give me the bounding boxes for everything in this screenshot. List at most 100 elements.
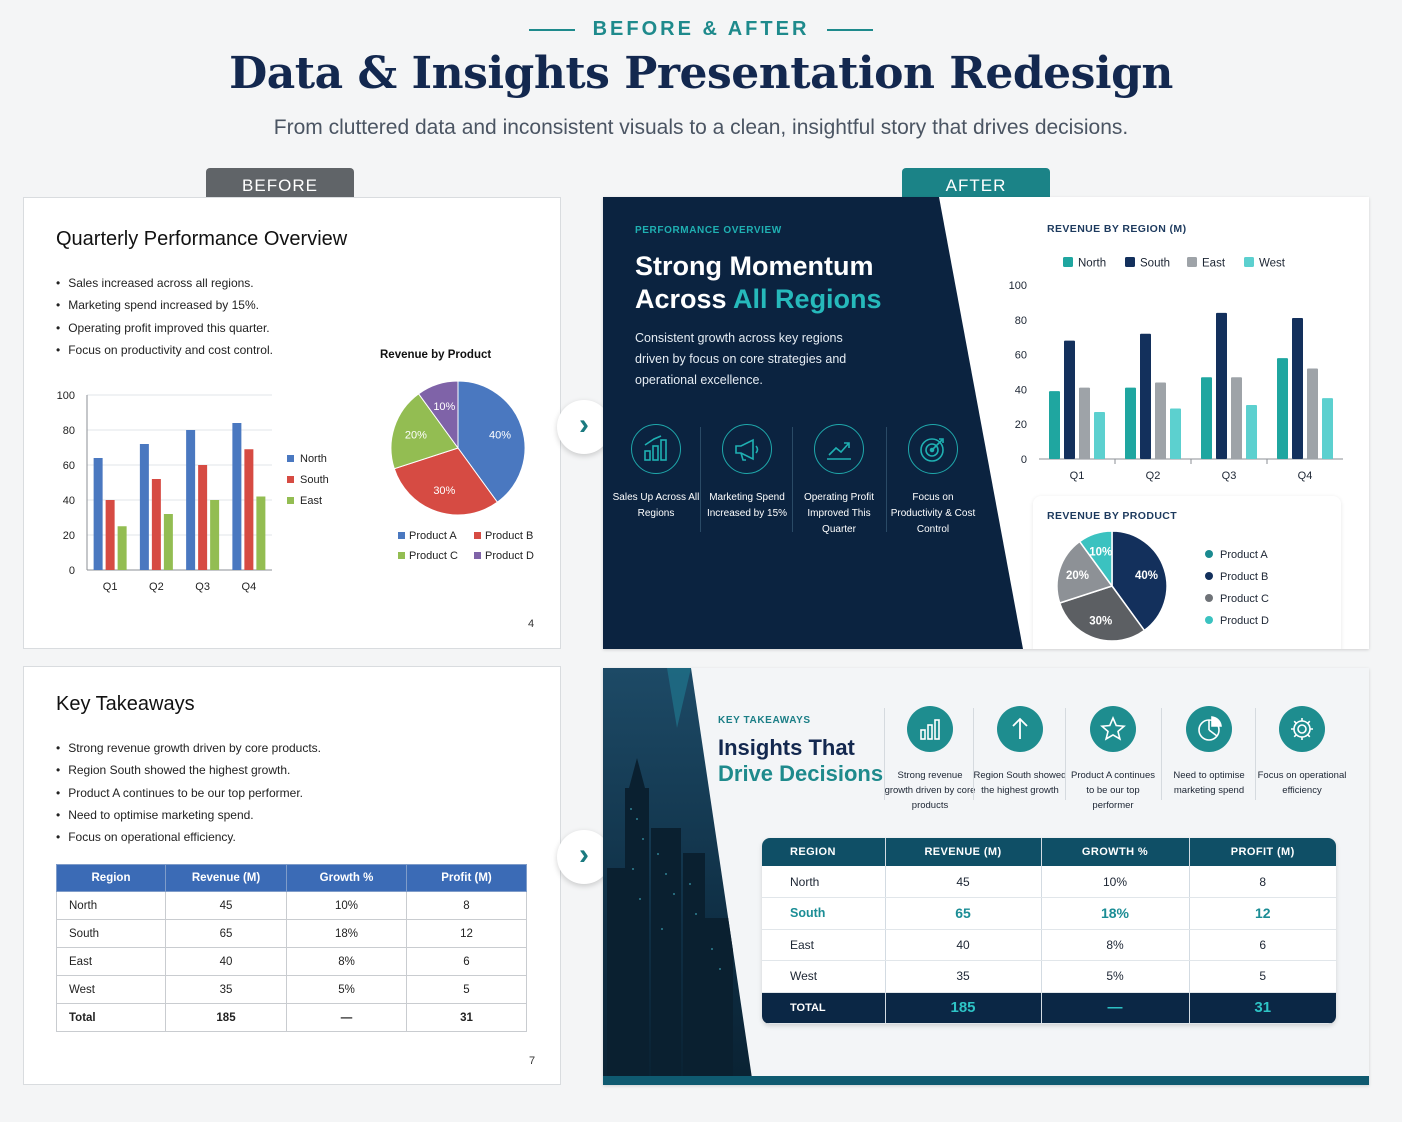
legend-swatch <box>1205 594 1213 602</box>
feature-label: Sales Up Across All Regions <box>612 492 700 519</box>
headline-line: Insights That <box>718 735 855 760</box>
table-cell: — <box>286 1003 407 1032</box>
y-tick-label: 80 <box>1015 315 1027 327</box>
table-cell: Total <box>56 1003 166 1032</box>
pie-data-label: 20% <box>1066 570 1089 582</box>
y-tick-label: 40 <box>63 495 75 507</box>
pie-slice-product-c <box>1056 540 1114 604</box>
table-cell: 31 <box>1188 992 1336 1024</box>
arrow-up-icon <box>997 706 1043 752</box>
y-tick-label: 100 <box>57 390 75 402</box>
headline-accent: All Regions <box>733 284 882 314</box>
takeaway-label: Strong revenue growth driven by core pro… <box>884 770 976 811</box>
slide-eyebrow: KEY TAKEAWAYS <box>718 715 811 726</box>
before-region-table: Region Revenue (M) Growth % Profit (M) N… <box>56 864 527 1032</box>
legend-swatch <box>1063 257 1073 267</box>
bar-north <box>232 423 242 570</box>
table-cell: 18% <box>1040 897 1189 930</box>
bar-east <box>1307 368 1318 459</box>
bar-east <box>210 500 220 570</box>
bullet-item: Region South showed the highest growth. <box>56 763 321 785</box>
takeaway-item: Product A continues to be our top perfor… <box>1066 706 1160 813</box>
table-cell: 5 <box>1188 960 1336 993</box>
table-cell: East <box>56 947 166 976</box>
target-icon <box>908 424 958 474</box>
y-tick-label: 0 <box>69 565 75 577</box>
table-header: Growth % <box>286 864 407 892</box>
divider <box>1255 708 1256 800</box>
x-tick-label: Q4 <box>242 581 257 593</box>
legend-label: Product B <box>1220 571 1268 583</box>
legend-label: Product C <box>1220 593 1269 605</box>
slide-headline: Insights That Drive Decisions <box>718 735 883 787</box>
takeaway-label: Region South showed the highest growth <box>973 770 1067 796</box>
legend-label: Product A <box>1220 549 1268 561</box>
pie-slice-product-a <box>457 380 526 503</box>
legend-swatch <box>287 476 294 483</box>
table-cell: 45 <box>165 891 287 920</box>
pie-data-label: 20% <box>405 429 427 441</box>
megaphone-icon <box>722 424 772 474</box>
table-header: REVENUE (M) <box>884 838 1041 866</box>
bullet-list: Sales increased across all regions. Mark… <box>56 276 273 365</box>
table-header: Revenue (M) <box>165 864 287 892</box>
bar-south <box>244 449 254 570</box>
table-cell: East <box>762 929 885 961</box>
page-number: 7 <box>529 1055 536 1067</box>
chevron-right-icon: › <box>579 408 589 441</box>
legend-swatch <box>474 552 481 559</box>
table-row: West 35 5% 5 <box>56 975 527 1004</box>
x-tick-label: Q2 <box>1146 470 1161 482</box>
bullet-item: Product A continues to be our top perfor… <box>56 786 321 808</box>
before-slide-quarterly: Quarterly Performance Overview Sales inc… <box>23 197 561 649</box>
slide-body: Consistent growth across key regions dri… <box>635 331 847 387</box>
table-cell: North <box>762 866 885 898</box>
takeaway-item: Region South showed the highest growth <box>973 706 1067 798</box>
legend-swatch <box>398 552 405 559</box>
feature-productivity: Focus on Productivity & Cost Control <box>887 424 979 538</box>
table-cell: West <box>56 975 166 1004</box>
legend-swatch <box>1205 616 1213 624</box>
table-header: PROFIT (M) <box>1188 838 1336 866</box>
pie-data-label: 10% <box>1089 546 1112 558</box>
bullet-item: Sales increased across all regions. <box>56 276 273 298</box>
table-row: North 45 10% 8 <box>56 891 527 920</box>
bar-growth-icon <box>631 424 681 474</box>
bar-east <box>117 526 127 570</box>
legend-label: East <box>300 495 322 507</box>
before-slide-takeaways: Key Takeaways Strong revenue growth driv… <box>23 666 561 1085</box>
feature-profit: Operating Profit Improved This Quarter <box>793 424 885 538</box>
y-tick-label: 60 <box>63 460 75 472</box>
pie-title: Revenue by Product <box>380 349 492 361</box>
divider <box>700 427 701 532</box>
gear-icon <box>1279 706 1325 752</box>
table-cell: 12 <box>406 919 527 948</box>
table-cell: 40 <box>884 929 1041 961</box>
table-cell: 185 <box>884 992 1041 1024</box>
table-cell: 5% <box>286 975 407 1004</box>
chevron-right-icon: › <box>579 838 589 871</box>
bar-north <box>1125 387 1136 459</box>
next-arrow-button[interactable]: › <box>557 830 611 884</box>
headline-line: Across All Regions <box>635 283 882 316</box>
takeaway-item: Strong revenue growth driven by core pro… <box>883 706 977 813</box>
table-cell: 40 <box>165 947 287 976</box>
table-cell: 185 <box>165 1003 287 1032</box>
bar-north <box>186 430 196 570</box>
takeaway-label: Need to optimise marketing spend <box>1173 770 1245 796</box>
divider <box>973 708 974 800</box>
eyebrow-rule-right <box>827 28 874 31</box>
table-header: GROWTH % <box>1040 838 1189 866</box>
page-subtitle: From cluttered data and inconsistent vis… <box>273 116 1129 139</box>
x-tick-label: Q4 <box>1298 470 1313 482</box>
divider <box>884 708 885 800</box>
legend-label: South <box>300 474 329 486</box>
bullet-item: Focus on productivity and cost control. <box>56 343 273 365</box>
bar-north <box>1201 377 1212 459</box>
pie-slice-product-a <box>1111 530 1168 632</box>
table-cell: 65 <box>165 919 287 948</box>
divider <box>886 427 887 532</box>
divider <box>1161 708 1162 800</box>
next-arrow-button[interactable]: › <box>557 400 611 454</box>
legend-label: Product C <box>409 550 458 562</box>
